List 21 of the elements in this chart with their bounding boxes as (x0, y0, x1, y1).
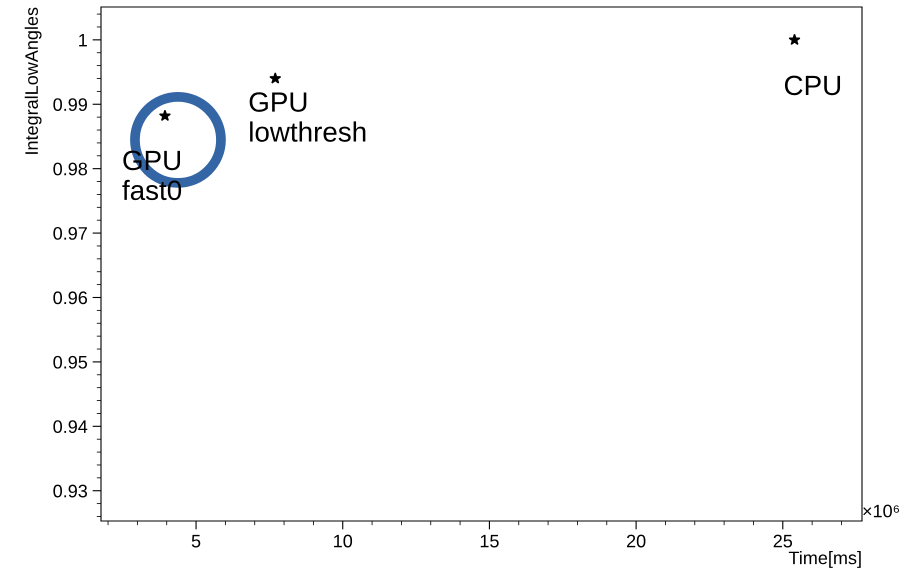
x-tick-label: 10 (334, 534, 352, 548)
x-tick-label: 15 (480, 534, 499, 548)
annotation: GPU lowthresh (250, 92, 366, 142)
y-tick-label: 0.96 (53, 291, 88, 304)
y-tick-label: 0.98 (53, 162, 88, 176)
y-tick-label: 0.93 (53, 484, 88, 498)
point (269, 72, 282, 84)
x-tick-label: 20 (626, 534, 646, 548)
y-tick-label: 1 (79, 34, 87, 46)
y-tick-label: 0.95 (53, 356, 88, 369)
y-tick-label: 0.94 (53, 420, 88, 434)
y-tick-label: 0.99 (53, 98, 87, 111)
x-axis-title: Time[ms] (788, 551, 861, 568)
x-tick-label: 25 (774, 534, 792, 548)
point (788, 34, 801, 46)
point (158, 110, 171, 122)
x-tick-label: 5 (192, 534, 200, 548)
y-tick-label: 0.97 (53, 227, 87, 240)
y-axis-title: IntegralLowAngles (24, 8, 42, 154)
annotation: CPU (784, 76, 840, 96)
text: ×10⁶ (863, 504, 899, 518)
